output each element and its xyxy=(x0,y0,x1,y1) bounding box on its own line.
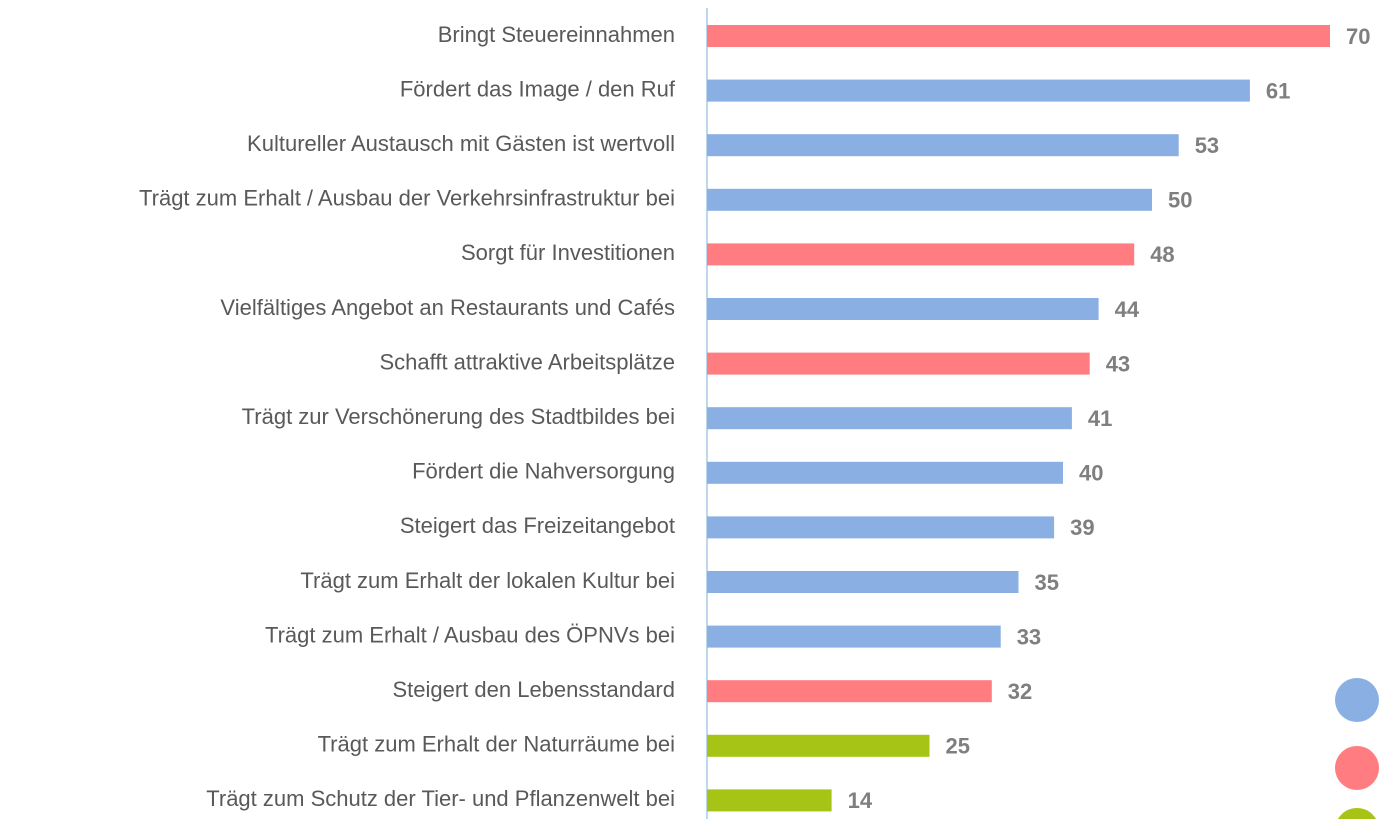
value-label: 35 xyxy=(1035,570,1059,595)
category-label: Vielfältiges Angebot an Restaurants und … xyxy=(220,295,675,320)
category-label: Sorgt für Investitionen xyxy=(461,240,675,265)
category-label: Trägt zum Erhalt der Naturräume bei xyxy=(318,732,675,757)
legend-swatch xyxy=(1335,678,1379,722)
value-label: 43 xyxy=(1106,351,1130,376)
value-label: 61 xyxy=(1266,78,1290,103)
value-label: 48 xyxy=(1150,242,1174,267)
value-label: 70 xyxy=(1346,24,1370,49)
legend-swatch xyxy=(1335,746,1379,790)
category-label: Schafft attraktive Arbeitsplätze xyxy=(379,349,675,374)
category-label: Steigert den Lebensstandard xyxy=(392,677,675,702)
bar xyxy=(707,571,1019,593)
bar xyxy=(707,352,1090,375)
bar xyxy=(707,516,1055,539)
bar xyxy=(707,25,1330,47)
category-label: Steigert das Freizeitangebot xyxy=(400,513,675,538)
bar xyxy=(707,407,1072,430)
bar xyxy=(707,461,1063,484)
bar xyxy=(707,188,1152,211)
value-label: 39 xyxy=(1070,515,1094,540)
bar xyxy=(707,243,1135,266)
category-label: Bringt Steuereinnahmen xyxy=(438,22,675,47)
category-label: Trägt zum Schutz der Tier- und Pflanzenw… xyxy=(206,786,675,811)
value-label: 14 xyxy=(848,788,873,813)
bar xyxy=(707,680,992,703)
value-label: 44 xyxy=(1115,297,1140,322)
legend-swatch xyxy=(1337,808,1377,819)
value-label: 41 xyxy=(1088,406,1112,431)
value-label: 50 xyxy=(1168,188,1192,213)
value-label: 25 xyxy=(946,734,970,759)
bar xyxy=(707,789,832,812)
category-label: Trägt zur Verschönerung des Stadtbildes … xyxy=(242,404,675,429)
category-label: Fördert die Nahversorgung xyxy=(412,459,675,484)
value-label: 33 xyxy=(1017,624,1041,649)
bar xyxy=(707,79,1250,102)
bar xyxy=(707,298,1099,320)
category-label: Trägt zum Erhalt der lokalen Kultur bei xyxy=(300,568,675,593)
bar xyxy=(707,734,930,757)
value-label: 40 xyxy=(1079,461,1103,486)
bar xyxy=(707,625,1001,648)
category-label: Kultureller Austausch mit Gästen ist wer… xyxy=(247,131,675,156)
bar xyxy=(707,134,1179,157)
value-label: 53 xyxy=(1195,133,1219,158)
category-label: Fördert das Image / den Ruf xyxy=(400,76,676,101)
category-label: Trägt zum Erhalt / Ausbau des ÖPNVs bei xyxy=(265,622,675,647)
category-label: Trägt zum Erhalt / Ausbau der Verkehrsin… xyxy=(139,186,675,211)
value-label: 32 xyxy=(1008,679,1032,704)
